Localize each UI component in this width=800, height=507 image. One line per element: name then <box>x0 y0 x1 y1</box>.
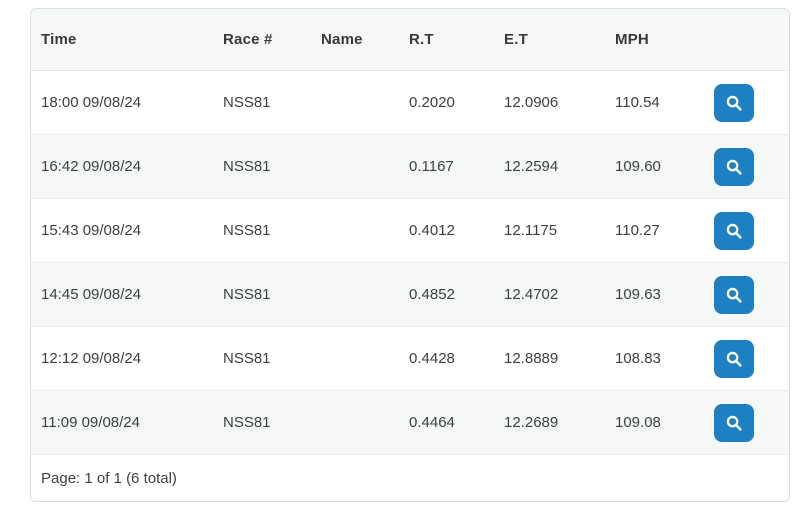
table-row: 16:42 09/08/24 NSS81 0.1167 12.2594 109.… <box>31 134 789 199</box>
column-header-time: Time <box>31 9 213 71</box>
cell-et: 12.1175 <box>504 222 558 239</box>
cell-name <box>311 71 399 135</box>
cell-time: 18:00 09/08/24 <box>41 94 142 111</box>
view-run-button[interactable] <box>714 211 754 250</box>
column-header-race: Race # <box>213 9 311 71</box>
cell-rt: 0.4464 <box>409 414 455 431</box>
cell-time: 11:09 09/08/24 <box>41 414 140 431</box>
cell-rt: 0.4012 <box>409 222 455 239</box>
search-icon <box>724 157 744 177</box>
cell-mph: 110.27 <box>615 222 660 239</box>
cell-name <box>311 391 399 455</box>
column-header-rt: R.T <box>399 9 494 71</box>
view-run-button[interactable] <box>714 83 754 122</box>
search-icon <box>724 349 744 369</box>
results-table-card: Time Race # Name R.T E.T MPH 18:00 09/08… <box>30 8 790 502</box>
cell-name <box>311 135 399 199</box>
search-icon <box>724 285 744 305</box>
pagination-status: Page: 1 of 1 (6 total) <box>31 455 789 501</box>
cell-time: 14:45 09/08/24 <box>41 286 142 303</box>
cell-mph: 109.60 <box>615 158 661 175</box>
table-row: 18:00 09/08/24 NSS81 0.2020 12.0906 110.… <box>31 70 789 135</box>
search-icon <box>724 93 744 113</box>
search-icon <box>724 221 744 241</box>
cell-mph: 109.08 <box>615 414 661 431</box>
cell-mph: 108.83 <box>615 350 661 367</box>
table-body: 18:00 09/08/24 NSS81 0.2020 12.0906 110.… <box>31 70 789 455</box>
cell-et: 12.4702 <box>504 286 559 303</box>
view-run-button[interactable] <box>714 275 754 314</box>
cell-name <box>311 327 399 391</box>
table-header: Time Race # Name R.T E.T MPH <box>31 9 789 71</box>
cell-race: NSS81 <box>223 158 271 175</box>
cell-race: NSS81 <box>223 414 271 431</box>
table-row: 14:45 09/08/24 NSS81 0.4852 12.4702 109.… <box>31 262 789 327</box>
table-row: 11:09 09/08/24 NSS81 0.4464 12.2689 109.… <box>31 390 789 455</box>
cell-race: NSS81 <box>223 94 271 111</box>
cell-mph: 109.63 <box>615 286 661 303</box>
view-run-button[interactable] <box>714 403 754 442</box>
cell-race: NSS81 <box>223 222 271 239</box>
search-icon <box>724 413 744 433</box>
results-table: Time Race # Name R.T E.T MPH 18:00 09/08… <box>31 9 789 455</box>
cell-name <box>311 199 399 263</box>
table-row: 15:43 09/08/24 NSS81 0.4012 12.1175 110.… <box>31 198 789 263</box>
table-row: 12:12 09/08/24 NSS81 0.4428 12.8889 108.… <box>31 326 789 391</box>
cell-name <box>311 263 399 327</box>
cell-et: 12.2689 <box>504 414 559 431</box>
column-header-et: E.T <box>494 9 605 71</box>
cell-et: 12.2594 <box>504 158 559 175</box>
cell-time: 16:42 09/08/24 <box>41 158 142 175</box>
cell-rt: 0.4852 <box>409 286 455 303</box>
cell-time: 15:43 09/08/24 <box>41 222 142 239</box>
cell-mph: 110.54 <box>615 94 660 111</box>
cell-rt: 0.1167 <box>409 158 454 175</box>
view-run-button[interactable] <box>714 147 754 186</box>
cell-et: 12.0906 <box>504 94 559 111</box>
column-header-action <box>704 9 789 71</box>
cell-et: 12.8889 <box>504 350 559 367</box>
cell-race: NSS81 <box>223 286 271 303</box>
cell-race: NSS81 <box>223 350 271 367</box>
column-header-mph: MPH <box>605 9 704 71</box>
cell-rt: 0.2020 <box>409 94 455 111</box>
view-run-button[interactable] <box>714 339 754 378</box>
cell-time: 12:12 09/08/24 <box>41 350 142 367</box>
cell-rt: 0.4428 <box>409 350 455 367</box>
column-header-name: Name <box>311 9 399 71</box>
